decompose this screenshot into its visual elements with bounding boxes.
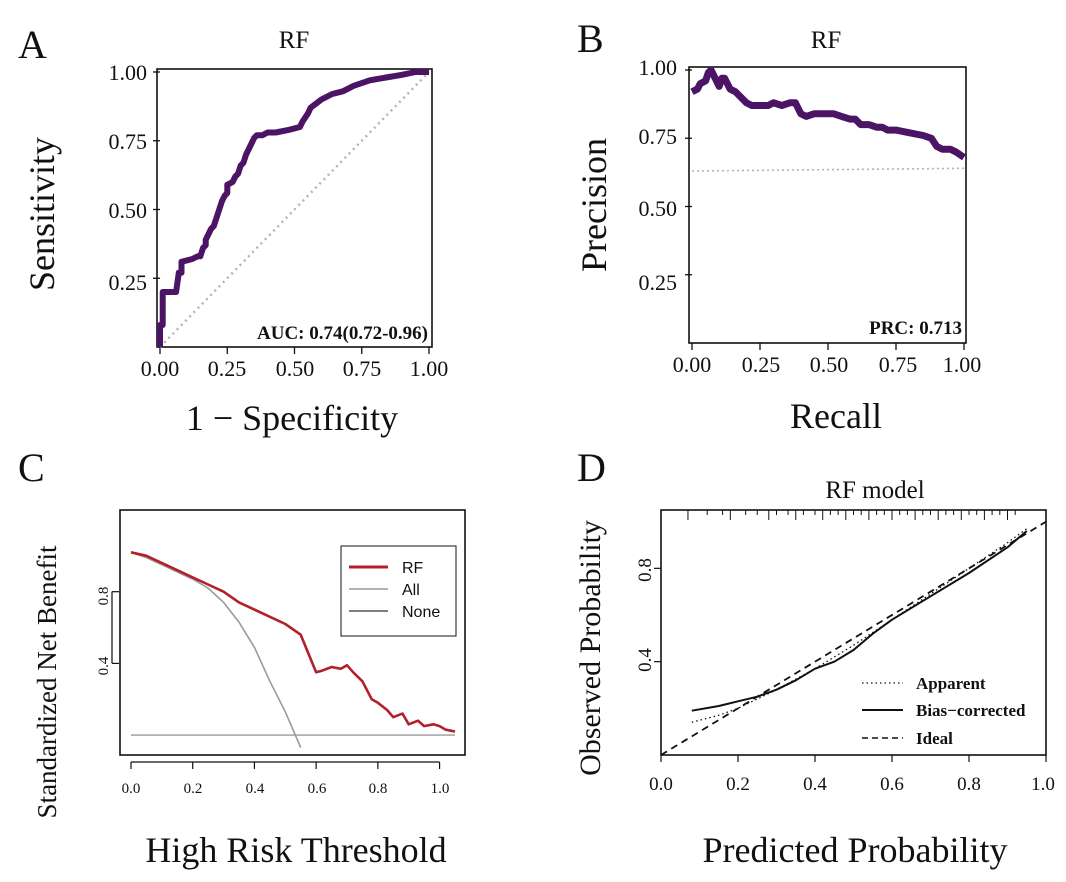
x-tick-label: 1.0 bbox=[1031, 774, 1055, 795]
plot-frame bbox=[688, 66, 967, 344]
baseline-line bbox=[691, 167, 965, 172]
legend-label: Bias−corrected bbox=[916, 701, 1026, 720]
x-tick-label: 1.00 bbox=[410, 356, 449, 381]
y-tick-label: 0.25 bbox=[639, 270, 678, 295]
auc-annotation: AUC: 0.74(0.72-0.96) bbox=[257, 323, 428, 344]
all-line bbox=[130, 551, 302, 748]
axis-ticks bbox=[685, 69, 965, 350]
roc-curve bbox=[157, 69, 429, 347]
y-axis-label: Standardized Net Benefit bbox=[32, 545, 62, 818]
x-tick-label: 0.75 bbox=[343, 356, 382, 381]
x-tick-label: 0.50 bbox=[810, 352, 849, 377]
chance-diagonal bbox=[159, 71, 430, 348]
series-layer bbox=[130, 551, 456, 748]
y-tick-label: 0.4 bbox=[96, 656, 112, 675]
legend-label: None bbox=[402, 604, 440, 621]
x-tick-label: 0.4 bbox=[803, 774, 827, 795]
panel-a: A RF 0.00 0.25 0.50 0.75 1.00 0.25 0.50 … bbox=[18, 22, 448, 438]
axis-ticks bbox=[654, 567, 1047, 762]
y-tick-label: 1.00 bbox=[109, 60, 148, 85]
x-tick-label: 0.2 bbox=[726, 774, 750, 795]
legend-label: RF bbox=[402, 560, 424, 577]
panel-letter: A bbox=[18, 22, 47, 67]
legend-label: Apparent bbox=[916, 674, 986, 693]
x-tick-label: 0.0 bbox=[649, 774, 673, 795]
x-tick-label: 0.4 bbox=[246, 781, 265, 797]
x-tick-label: 0.25 bbox=[742, 352, 781, 377]
series-layer bbox=[660, 520, 1047, 756]
x-tick-label: 0.2 bbox=[184, 781, 203, 797]
panel-c: C 0.0 0.2 0.4 0.6 0.8 1.0 0.4 0.8 High R… bbox=[18, 445, 466, 870]
prc-annotation: PRC: 0.713 bbox=[869, 318, 962, 339]
x-tick-label: 0.50 bbox=[276, 356, 315, 381]
legend: Apparent Bias−corrected Ideal bbox=[862, 674, 1026, 748]
series-layer bbox=[157, 69, 430, 348]
axis-ticks bbox=[153, 71, 430, 354]
x-tick-label: 0.00 bbox=[141, 356, 180, 381]
x-axis-label: Predicted Probability bbox=[703, 830, 1008, 870]
panel-letter: D bbox=[577, 445, 606, 490]
y-tick-label: 0.50 bbox=[109, 198, 148, 223]
bias-corrected-curve bbox=[691, 530, 1028, 712]
y-axis-label: Sensitivity bbox=[22, 137, 62, 291]
legend-box bbox=[340, 545, 457, 637]
x-tick-label: 0.6 bbox=[880, 774, 904, 795]
x-tick-label: 0.0 bbox=[122, 781, 141, 797]
x-tick-label: 1.00 bbox=[943, 352, 982, 377]
y-tick-label: 1.00 bbox=[639, 55, 678, 80]
x-axis-label: Recall bbox=[790, 396, 882, 436]
x-tick-label: 1.0 bbox=[431, 781, 450, 797]
apparent-curve bbox=[691, 528, 1028, 723]
rug-marks bbox=[687, 510, 1016, 520]
chart-title: RF model bbox=[825, 477, 924, 504]
x-tick-label: 0.8 bbox=[369, 781, 388, 797]
panel-d: D RF model 0.0 0.2 0.4 0.6 0.8 1.0 0.4 0… bbox=[574, 445, 1055, 870]
x-axis-label: 1 − Specificity bbox=[186, 398, 398, 438]
x-tick-label: 0.8 bbox=[957, 774, 981, 795]
x-axis-label: High Risk Threshold bbox=[145, 830, 446, 870]
ideal-line bbox=[660, 520, 1047, 756]
y-axis-label: Precision bbox=[574, 138, 614, 272]
y-axis-label: Observed Probability bbox=[574, 520, 607, 776]
y-tick-label: 0.8 bbox=[96, 587, 112, 606]
chart-title: RF bbox=[279, 27, 310, 54]
legend: RF All None bbox=[340, 545, 457, 637]
y-tick-label: 0.75 bbox=[639, 124, 678, 149]
y-tick-label: 0.75 bbox=[109, 129, 148, 154]
pr-curve bbox=[690, 66, 966, 161]
legend-label: Ideal bbox=[916, 729, 953, 748]
y-tick-label: 0.25 bbox=[109, 270, 148, 295]
y-tick-label: 0.4 bbox=[635, 648, 656, 672]
x-tick-label: 0.00 bbox=[673, 352, 712, 377]
legend-label: All bbox=[402, 582, 420, 599]
y-tick-label: 0.50 bbox=[639, 196, 678, 221]
y-tick-label: 0.8 bbox=[635, 558, 656, 582]
plot-frame bbox=[119, 509, 466, 756]
rf-curve bbox=[130, 551, 456, 733]
x-tick-label: 0.6 bbox=[308, 781, 327, 797]
chart-title: RF bbox=[811, 27, 842, 54]
axis-ticks bbox=[111, 591, 441, 769]
panel-b: B RF 0.00 0.25 0.50 0.75 1.00 0.25 0.50 … bbox=[574, 16, 981, 436]
series-layer bbox=[690, 66, 966, 172]
panel-letter: C bbox=[18, 445, 45, 490]
panel-letter: B bbox=[577, 16, 604, 61]
x-tick-label: 0.75 bbox=[879, 352, 918, 377]
x-tick-label: 0.25 bbox=[208, 356, 247, 381]
